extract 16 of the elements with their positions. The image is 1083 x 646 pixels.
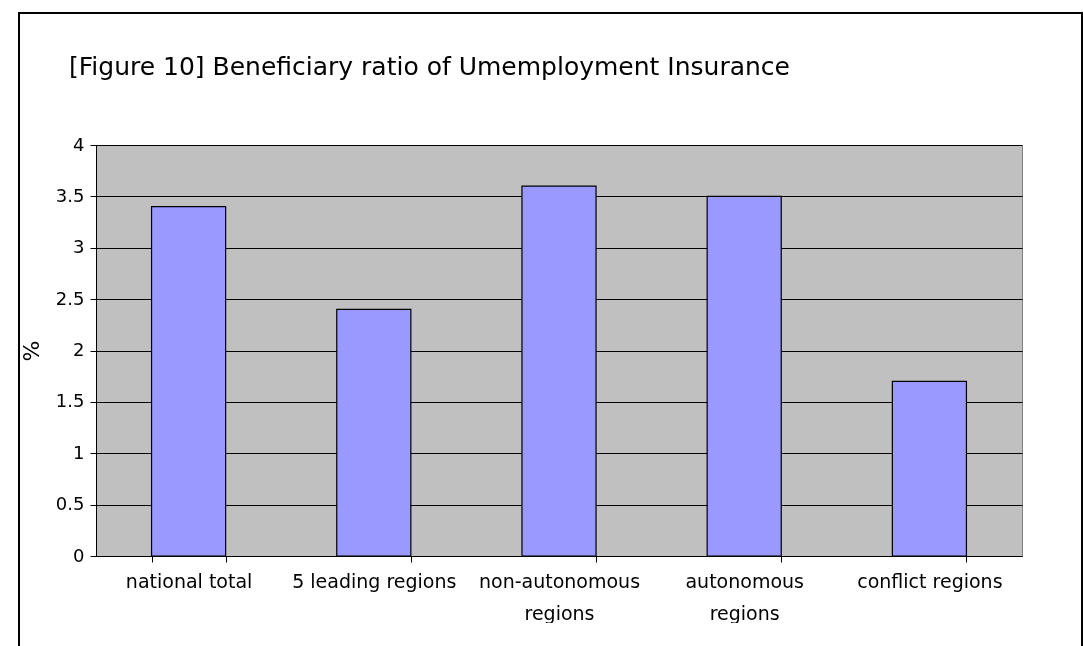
y-tick-label: 2 [73, 339, 85, 360]
chart-title: [Figure 10] Beneficiary ratio of Umemployment Insurance [69, 52, 790, 81]
y-axis-title: % [18, 340, 44, 362]
x-tick-label: conflict regions [857, 569, 1003, 592]
y-tick-label: 0 [73, 544, 85, 566]
x-tick-label: 5 leading regions [292, 569, 457, 592]
x-tick-label: autonomous regions [685, 569, 804, 624]
x-tick-label: national total [125, 569, 253, 592]
y-tick-label: 0.5 [55, 493, 85, 515]
y-tick-label: 2.5 [55, 287, 85, 309]
y-tick-label: 3.5 [55, 184, 85, 206]
y-tick-label: 1 [73, 441, 85, 463]
y-tick-label: 3 [73, 236, 85, 258]
y-tick-label: 4 [73, 133, 85, 155]
x-tick-label: non-autonomous regions [478, 569, 641, 624]
y-tick-label: 1.5 [55, 390, 85, 412]
